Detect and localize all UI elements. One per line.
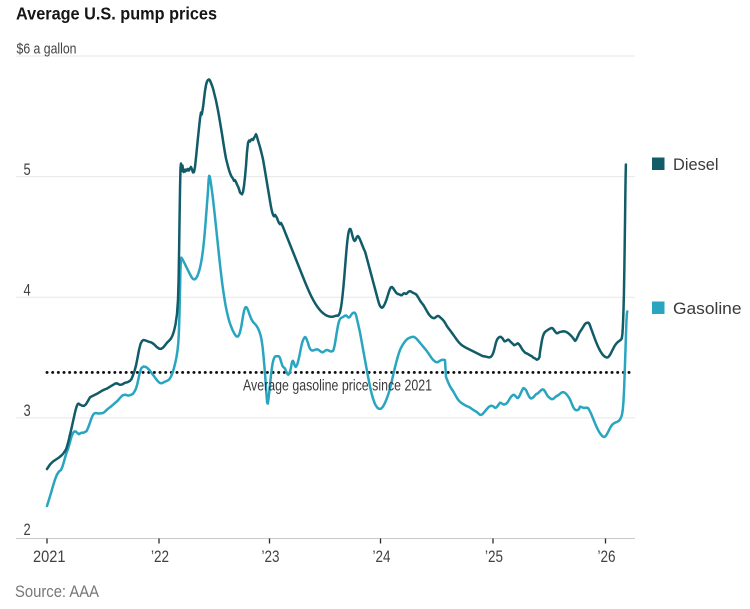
svg-text:Gasoline: Gasoline xyxy=(673,299,742,318)
svg-text:’23: ’23 xyxy=(262,547,280,566)
svg-text:Average gasoline price since 2: Average gasoline price since 2021 xyxy=(243,378,432,395)
svg-text:Source: AAA: Source: AAA xyxy=(15,583,99,601)
svg-text:$6 a gallon: $6 a gallon xyxy=(17,41,77,58)
svg-text:2: 2 xyxy=(24,520,31,539)
svg-text:4: 4 xyxy=(24,281,31,300)
svg-text:’22: ’22 xyxy=(151,547,169,566)
svg-text:’26: ’26 xyxy=(598,547,616,566)
svg-text:2021: 2021 xyxy=(33,547,66,566)
svg-text:Diesel: Diesel xyxy=(673,155,719,174)
svg-text:’25: ’25 xyxy=(485,547,503,566)
svg-text:’24: ’24 xyxy=(373,547,391,566)
svg-text:3: 3 xyxy=(24,401,31,420)
svg-text:5: 5 xyxy=(24,160,31,179)
svg-text:Average U.S. pump prices: Average U.S. pump prices xyxy=(16,4,217,24)
